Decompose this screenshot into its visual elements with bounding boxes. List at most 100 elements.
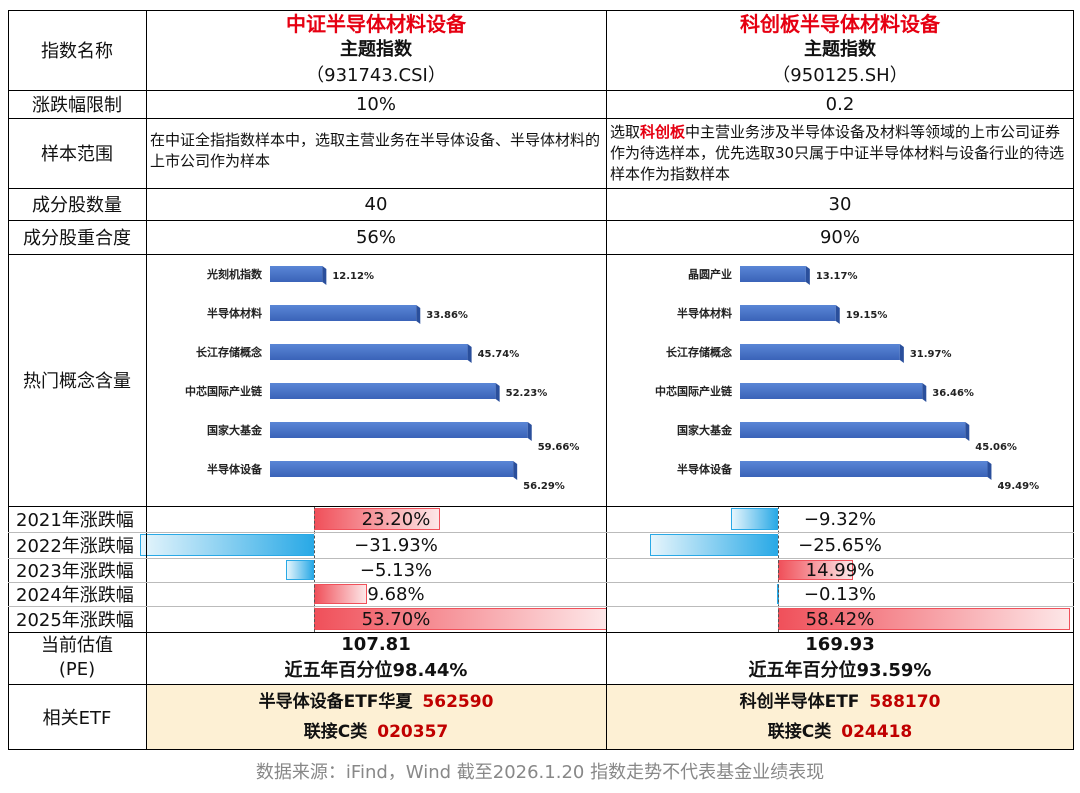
concept-label: 热门概念含量 <box>23 371 131 392</box>
concept-right-value-label: 49.49% <box>997 481 1039 492</box>
concept-right-category-label: 长江存储概念 <box>666 345 733 359</box>
year-right-value-label: 14.99% <box>805 559 875 581</box>
count-left: 40 <box>364 193 388 215</box>
concept-right-value-label: 31.97% <box>910 349 952 360</box>
year-row-label: 2024年涨跌幅 <box>16 585 134 606</box>
pe-left-value: 107.81 <box>341 634 411 655</box>
pe-right-percentile: 近五年百分位93.59% <box>748 660 932 681</box>
year-left-value-label: 9.68% <box>367 583 425 605</box>
concept-left-bar-side <box>495 383 500 402</box>
year-right-value-label: −9.32% <box>803 508 877 530</box>
etf-right-code-2: 024418 <box>841 722 913 742</box>
right-index-header: 科创板半导体材料设备 主题指数 （950125.SH） <box>606 10 1074 90</box>
left-index-subtitle: 主题指数 <box>340 39 412 60</box>
grid-line <box>1073 10 1074 750</box>
count-right: 30 <box>828 193 852 215</box>
concept-chart-right: 晶圆产业 13.17% 半导体材料 19.15% 长江存储概念 31.97% 中芯国际产业链… <box>606 254 1074 506</box>
concept-left-value-label: 33.86% <box>426 310 468 321</box>
concept-left-value-label: 59.66% <box>538 442 580 453</box>
year-left-zero-axis <box>314 506 315 632</box>
etf-left-code-1: 562590 <box>422 692 494 712</box>
concept-left-bar-side <box>322 266 327 285</box>
etf-left-line-1: 半导体设备ETF华夏 562590 <box>258 692 494 712</box>
concept-right-bar <box>740 461 988 477</box>
scope-left: 在中证全指指数样本中，选取主营业务在半导体设备、半导体材料的上市公司作为样本 <box>150 131 601 170</box>
concept-left-bar <box>270 383 496 399</box>
left-index-name: 中证半导体材料设备 <box>286 12 466 36</box>
etf-left-line-2: 联接C类 020357 <box>303 722 449 742</box>
year-left-value-label: −31.93% <box>354 534 438 556</box>
year-left-value-label: 23.20% <box>361 508 431 530</box>
grid-line <box>8 188 1074 189</box>
concept-left-bar <box>270 305 417 321</box>
concept-right-bar <box>740 266 806 282</box>
pe-label: 当前估值 (PE) <box>41 635 113 680</box>
grid-line <box>8 632 1074 633</box>
limit-label: 涨跌幅限制 <box>32 95 122 116</box>
overlap-right: 90% <box>819 226 860 248</box>
year-right-row: −9.32% <box>606 506 1074 532</box>
scope-label: 样本范围 <box>41 144 113 165</box>
concept-left-bar-side <box>416 305 421 324</box>
etf-right-line-2: 联接C类 024418 <box>767 722 913 742</box>
year-left-row: 9.68% <box>146 582 606 606</box>
concept-right-bar <box>740 422 966 438</box>
concept-right-category-label: 中芯国际产业链 <box>655 384 733 398</box>
grid-line <box>8 582 1074 583</box>
concept-right-bar-side <box>805 266 810 285</box>
grid-line <box>8 220 1074 221</box>
right-index-subtitle: 主题指数 <box>804 39 876 60</box>
grid-line <box>146 10 147 750</box>
pe-right: 169.93 近五年百分位93.59% <box>606 632 1074 684</box>
concept-right-value-label: 36.46% <box>932 388 974 399</box>
pe-right-value: 169.93 <box>805 634 875 655</box>
year-left-row: 23.20% <box>146 506 606 532</box>
etf-left: 半导体设备ETF华夏 562590 联接C类 020357 <box>146 684 606 750</box>
year-right-row: −25.65% <box>606 532 1074 558</box>
concept-right-bar-side <box>835 305 840 324</box>
grid-line <box>8 532 1074 533</box>
year-left-value-label: −5.13% <box>359 559 433 581</box>
concept-left-category-label: 半导体材料 <box>207 306 262 320</box>
concept-left-category-label: 半导体设备 <box>207 462 263 476</box>
concept-left-bar <box>270 266 323 282</box>
year-row-label: 2021年涨跌幅 <box>16 510 134 531</box>
concept-left-value-label: 52.23% <box>506 388 548 399</box>
year-left-row: −31.93% <box>139 532 606 558</box>
concept-right-bar <box>740 383 923 399</box>
right-index-code: （950125.SH） <box>772 65 908 86</box>
concept-right-bar-side <box>987 461 992 480</box>
concept-right-bar <box>740 344 900 360</box>
pe-left: 107.81 近五年百分位98.44% <box>146 632 606 684</box>
year-right-zero-axis <box>778 506 779 632</box>
concept-left-bar <box>270 422 528 438</box>
year-left-bar <box>139 534 314 556</box>
concept-right-category-label: 晶圆产业 <box>688 267 732 281</box>
year-right-value-label: 58.42% <box>805 608 875 630</box>
year-right-row: −0.13% <box>606 582 1074 606</box>
concept-left-category-label: 国家大基金 <box>207 423 263 437</box>
etf-right-code-1: 588170 <box>869 692 941 712</box>
year-row-label: 2022年涨跌幅 <box>16 536 134 557</box>
overlap-label: 成分股重合度 <box>23 228 131 249</box>
count-label: 成分股数量 <box>32 195 122 216</box>
grid-line <box>8 254 1074 255</box>
etf-right-line-1: 科创半导体ETF 588170 <box>739 692 941 712</box>
concept-right-category-label: 国家大基金 <box>677 423 733 437</box>
year-left-bar <box>286 560 314 580</box>
etf-label: 相关ETF <box>42 708 112 729</box>
concept-left-value-label: 56.29% <box>523 481 565 492</box>
grid-line <box>8 90 1074 91</box>
pe-left-percentile: 近五年百分位98.44% <box>284 660 468 681</box>
overlap-left: 56% <box>355 226 396 248</box>
header-row-label: 指数名称 <box>41 41 113 62</box>
year-left-row: −5.13% <box>146 558 606 582</box>
grid-line <box>8 10 1074 11</box>
year-left-value-label: 53.70% <box>361 608 431 630</box>
left-index-header: 中证半导体材料设备 主题指数 （931743.CSI） <box>146 10 606 90</box>
concept-right-category-label: 半导体材料 <box>677 306 732 320</box>
year-right-bar <box>731 508 778 530</box>
limit-left: 10% <box>355 93 396 115</box>
year-left-bar <box>314 608 607 630</box>
etf-right: 科创半导体ETF 588170 联接C类 024418 <box>606 684 1074 750</box>
